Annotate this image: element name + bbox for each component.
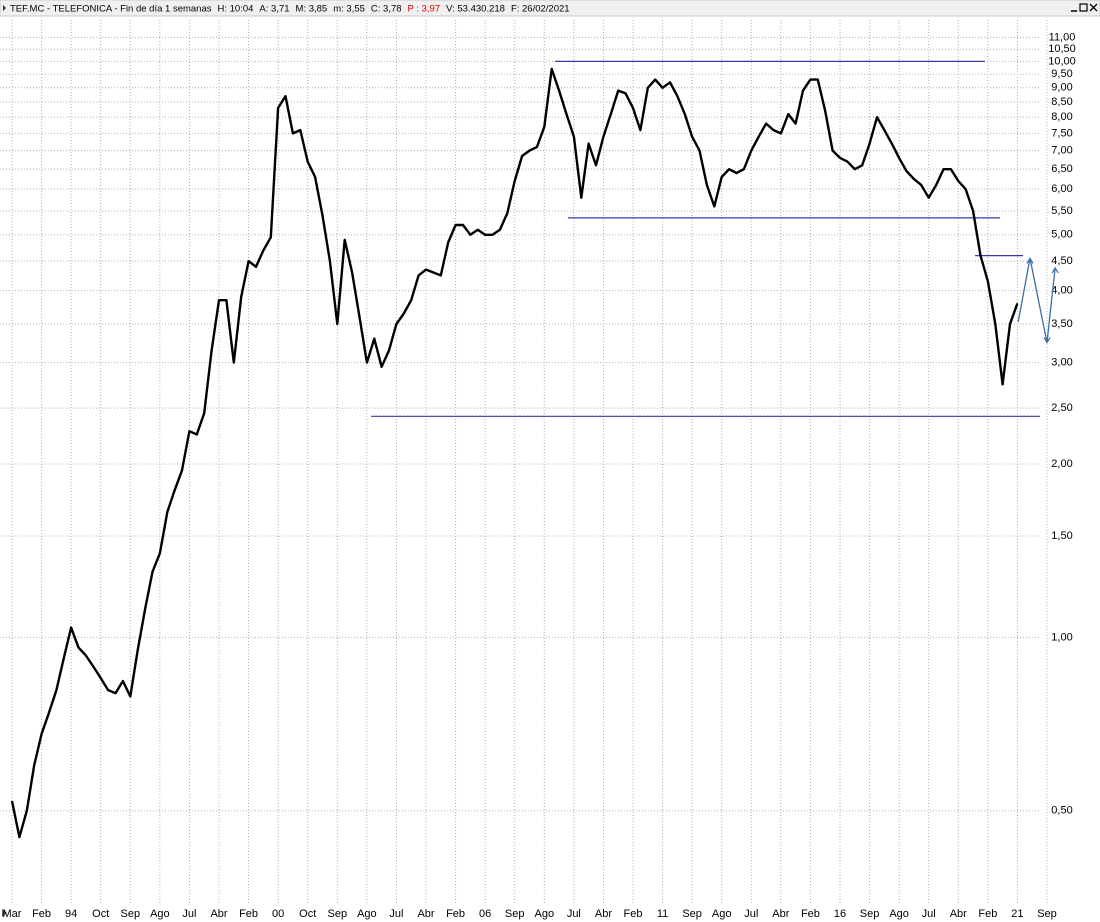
- x-tick-label: Abr: [595, 908, 612, 920]
- header-field: M: 3,85: [296, 3, 328, 14]
- x-tick-label: Abr: [210, 908, 227, 920]
- y-tick-label: 4,00: [1051, 285, 1072, 297]
- arrow-head: [1051, 266, 1059, 274]
- x-tick-label: Sep: [120, 908, 140, 920]
- y-tick-label: 3,50: [1051, 318, 1072, 330]
- y-tick-label: 5,50: [1051, 205, 1072, 217]
- x-tick-label: Jul: [744, 908, 758, 920]
- arrow-head: [1026, 257, 1034, 264]
- scroll-marker: [2, 909, 7, 917]
- x-tick-label: Jul: [922, 908, 936, 920]
- y-tick-label: 11,00: [1049, 31, 1076, 43]
- header-field: H: 10:04: [218, 3, 254, 14]
- projection-arrow: [1017, 258, 1056, 343]
- y-tick-label: 8,00: [1051, 111, 1072, 123]
- price-line: [10, 67, 1019, 839]
- x-tick-label: Ago: [150, 908, 170, 920]
- x-tick-label: Sep: [682, 908, 702, 920]
- y-tick-label: 9,00: [1051, 82, 1072, 94]
- y-tick-label: 7,50: [1051, 127, 1072, 139]
- x-tick-label: 06: [479, 908, 491, 920]
- y-tick-label: 6,50: [1051, 163, 1072, 175]
- x-tick-label: Feb: [446, 908, 465, 920]
- window-buttons[interactable]: [1071, 3, 1098, 12]
- y-tick-label: 10,50: [1048, 43, 1076, 55]
- x-tick-label: 11: [657, 908, 668, 920]
- header-field: P : 3,97: [408, 3, 441, 14]
- x-tick-label: Sep: [1037, 908, 1057, 920]
- close-button[interactable]: [1089, 3, 1098, 12]
- header-field: m: 3,55: [333, 3, 365, 14]
- y-tick-label: 0,50: [1051, 805, 1072, 817]
- x-tick-label: Abr: [772, 908, 789, 920]
- title: TEF.MC - TELEFONICA - Fin de día 1 seman…: [10, 3, 212, 14]
- y-tick-label: 4,50: [1051, 255, 1072, 267]
- maximize-button[interactable]: [1079, 3, 1088, 12]
- y-tick-label: 3,00: [1051, 356, 1072, 368]
- header-field: F: 26/02/2021: [511, 3, 570, 14]
- x-tick-label: Feb: [624, 908, 643, 920]
- x-tick-label: 16: [834, 908, 846, 920]
- title-icon: [3, 5, 6, 11]
- y-tick-label: 6,00: [1051, 183, 1072, 195]
- y-tick-label: 5,00: [1051, 229, 1072, 241]
- x-tick-label: 21: [1011, 908, 1023, 920]
- y-tick-label: 1,50: [1051, 530, 1072, 542]
- x-tick-label: 94: [65, 908, 77, 920]
- x-tick-label: Jul: [567, 908, 581, 920]
- arrow-head: [1043, 337, 1051, 344]
- x-tick-label: Feb: [978, 908, 997, 920]
- header-field: V: 53.430.218: [446, 3, 505, 14]
- x-tick-label: Oct: [92, 908, 109, 920]
- x-tick-label: 00: [272, 908, 284, 920]
- y-tick-label: 1,00: [1051, 631, 1072, 643]
- x-tick-label: Sep: [505, 908, 525, 920]
- y-tick-label: 7,00: [1051, 145, 1072, 157]
- x-tick-label: Mar: [3, 908, 22, 920]
- title-bar: [0, 0, 1100, 17]
- x-tick-label: Abr: [950, 908, 967, 920]
- y-tick-label: 8,50: [1051, 96, 1072, 108]
- y-tick-label: 2,00: [1051, 458, 1072, 470]
- header-field: A: 3,71: [259, 3, 289, 14]
- x-tick-label: Ago: [889, 908, 909, 920]
- x-tick-label: Feb: [32, 908, 51, 920]
- x-tick-label: Oct: [299, 908, 316, 920]
- y-tick-label: 10,00: [1048, 55, 1076, 67]
- x-tick-label: Feb: [801, 908, 820, 920]
- x-tick-label: Sep: [860, 908, 880, 920]
- x-tick-label: Ago: [712, 908, 732, 920]
- x-tick-label: Ago: [534, 908, 554, 920]
- x-tick-label: Ago: [357, 908, 377, 920]
- x-tick-label: Abr: [417, 908, 434, 920]
- y-tick-label: 9,50: [1051, 68, 1072, 80]
- x-tick-label: Feb: [239, 908, 258, 920]
- title-text: TEF.MC - TELEFONICA - Fin de día 1 seman…: [10, 3, 570, 14]
- x-tick-label: Sep: [327, 908, 347, 920]
- x-tick-label: Jul: [389, 908, 403, 920]
- header-field: C: 3,78: [371, 3, 402, 14]
- y-tick-label: 2,50: [1051, 402, 1072, 414]
- x-tick-label: Jul: [182, 908, 196, 920]
